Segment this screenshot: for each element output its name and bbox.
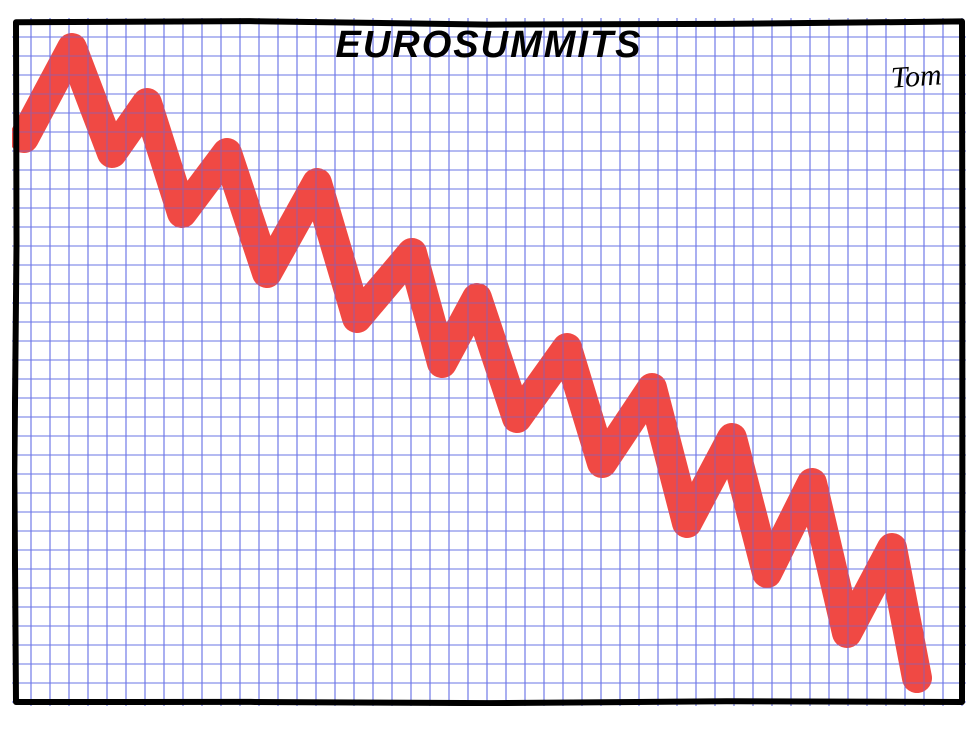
chart-frame: EUROSUMMITS Tom [12,18,966,706]
chart-border [12,18,966,706]
